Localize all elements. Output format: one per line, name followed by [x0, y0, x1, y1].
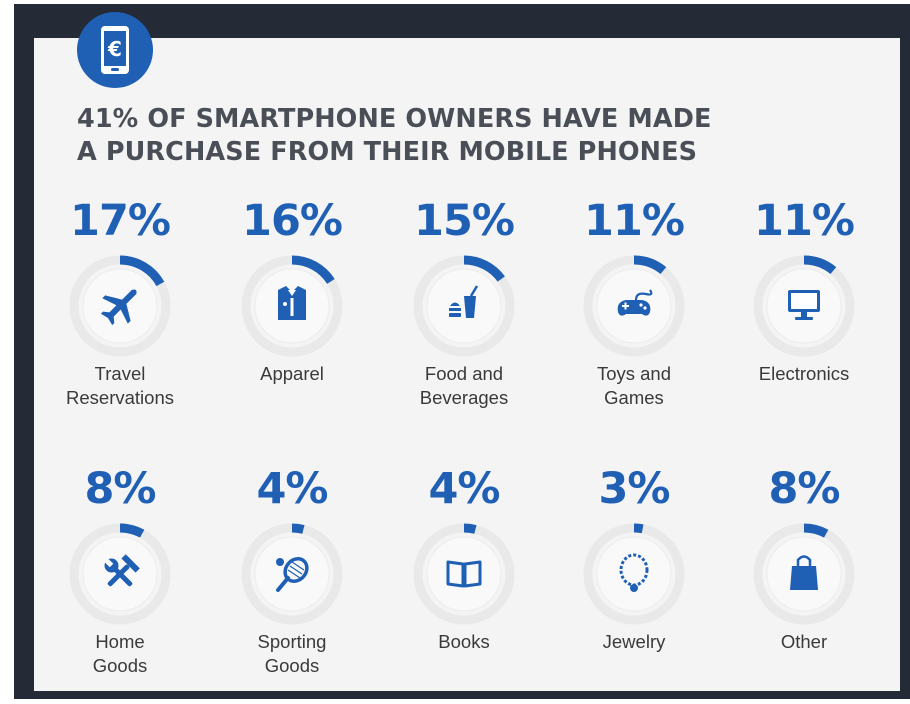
category-item: 4% Sporting Goods — [207, 464, 377, 704]
category-label: Apparel — [207, 362, 377, 386]
percent-value: 16% — [242, 196, 343, 246]
euro-smartphone-icon: € — [77, 12, 153, 88]
category-label-line: Apparel — [260, 363, 324, 384]
category-label-line: Books — [438, 631, 490, 652]
category-label: Food and Beverages — [379, 362, 549, 410]
percent-dial — [69, 523, 171, 625]
category-item: 11% Toys and Games — [549, 196, 719, 436]
percent-value: 11% — [584, 196, 685, 246]
page-title: 41% OF SMARTPHONE OWNERS HAVE MADE A PUR… — [77, 103, 712, 169]
percent-dial — [69, 255, 171, 357]
category-label: Home Goods — [35, 630, 205, 678]
percent-value: 11% — [754, 196, 855, 246]
category-label-line: Travel — [94, 363, 146, 384]
percent-dial — [413, 255, 515, 357]
percent-arc — [241, 523, 343, 625]
category-item: 15% Food and Beverages — [379, 196, 549, 436]
category-label: Jewelry — [549, 630, 719, 654]
tennis-racket-icon — [276, 557, 309, 592]
svg-text:€: € — [107, 37, 122, 61]
percent-value: 4% — [428, 464, 500, 514]
category-label: Electronics — [719, 362, 889, 386]
percent-arc — [583, 255, 685, 357]
shopping-bag-icon — [790, 555, 818, 590]
percent-value: 4% — [256, 464, 328, 514]
percent-arc — [753, 255, 855, 357]
category-label-line: Home — [95, 631, 145, 652]
category-label: Books — [379, 630, 549, 654]
percent-dial — [413, 523, 515, 625]
shirt-icon — [278, 286, 306, 320]
percent-arc — [69, 523, 171, 625]
percent-dial — [241, 255, 343, 357]
percent-arc — [241, 255, 343, 357]
dial-face — [254, 536, 330, 612]
category-label-line: Goods — [92, 655, 148, 676]
percent-arc — [69, 255, 171, 357]
category-label-line: Beverages — [419, 387, 509, 408]
percent-arc — [413, 523, 515, 625]
category-item: 11% Electronics — [719, 196, 889, 436]
category-item: 17% Travel Reservations — [35, 196, 205, 436]
category-label-line: Sporting — [257, 631, 327, 652]
category-label-line: Jewelry — [602, 631, 666, 652]
airplane-icon — [100, 289, 137, 326]
title-line-2: A PURCHASE FROM THEIR MOBILE PHONES — [77, 137, 698, 167]
percent-value: 8% — [84, 464, 156, 514]
category-item: 16% Apparel — [207, 196, 377, 436]
necklace-icon — [619, 553, 649, 592]
percent-arc — [753, 523, 855, 625]
dial-face — [426, 268, 502, 344]
category-label-line: Electronics — [758, 363, 850, 384]
category-label-line: Other — [780, 631, 828, 652]
category-label: Sporting Goods — [207, 630, 377, 678]
percent-dial — [583, 255, 685, 357]
percent-dial — [753, 523, 855, 625]
category-item: 3% Jewelry — [549, 464, 719, 704]
monitor-icon — [788, 290, 820, 320]
percent-value: 15% — [414, 196, 515, 246]
tools-icon — [104, 554, 140, 587]
category-label-line: Toys and — [596, 363, 672, 384]
book-icon — [446, 560, 482, 588]
category-label: Travel Reservations — [35, 362, 205, 410]
percent-dial — [753, 255, 855, 357]
category-label-line: Goods — [264, 655, 320, 676]
category-label-line: Food and — [424, 363, 504, 384]
game-controller-icon — [617, 289, 653, 316]
category-label-line: Reservations — [66, 387, 174, 408]
percent-value: 8% — [768, 464, 840, 514]
percent-arc — [583, 523, 685, 625]
title-line-1: 41% OF SMARTPHONE OWNERS HAVE MADE — [77, 104, 712, 134]
category-label-line: Games — [604, 387, 664, 408]
burger-drink-icon — [449, 285, 479, 318]
percent-value: 17% — [70, 196, 171, 246]
category-item: 8% Home Goods — [35, 464, 205, 704]
category-item: 8% Other — [719, 464, 889, 704]
category-item: 4% Books — [379, 464, 549, 704]
dial-face — [596, 536, 672, 612]
category-label: Toys and Games — [549, 362, 719, 410]
percent-arc — [413, 255, 515, 357]
percent-dial — [241, 523, 343, 625]
percent-value: 3% — [598, 464, 670, 514]
percent-dial — [583, 523, 685, 625]
category-label: Other — [719, 630, 889, 654]
